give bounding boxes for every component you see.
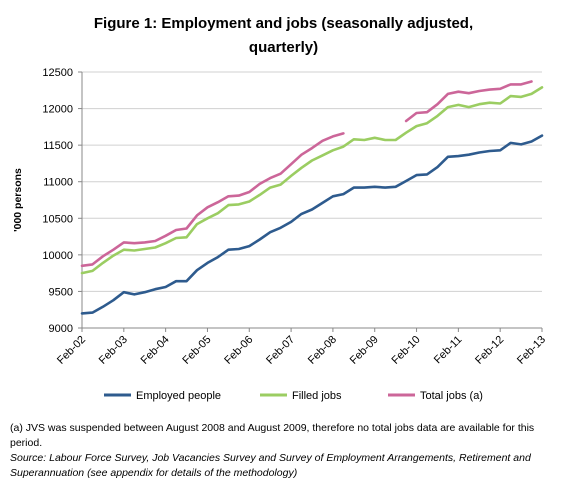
x-tick-label: Feb-11 [432,334,465,367]
x-tick-label: Feb-06 [222,334,255,367]
chart-title-line-1: Figure 1: Employment and jobs (seasonall… [93,15,474,32]
y-tick-label: 9500 [49,286,73,298]
x-tick-label: Feb-12 [473,334,506,367]
x-tick-label: Feb-04 [139,334,172,367]
x-tick-label: Feb-02 [55,334,88,367]
y-tick-label: 12000 [42,104,73,116]
chart-title-line-2: quarterly) [248,39,319,56]
y-tick-label: 11000 [43,177,73,189]
x-tick-label: Feb-13 [515,334,548,367]
chart-notes: (a) JVS was suspended between August 200… [10,421,555,481]
x-tick-label: Feb-07 [264,334,297,367]
legend-label: Total jobs (a) [420,390,483,402]
x-tick-label: Feb-09 [348,334,381,367]
series-line-filled-jobs [80,86,544,275]
y-tick-label: 9000 [49,323,73,335]
chart-title: Figure 1: Employment and jobs (seasonall… [0,12,567,60]
series-line-employed-people [80,134,544,315]
y-tick-label: 11500 [43,140,73,152]
x-tick-label: Feb-05 [180,334,213,367]
x-tick-label: Feb-08 [306,334,339,367]
y-tick-label: 10500 [42,213,73,225]
x-tick-label: Feb-10 [390,334,423,367]
x-tick-label: Feb-03 [97,334,130,367]
series-line-total-jobs-a [80,80,533,268]
legend-label: Filled jobs [292,390,342,402]
source-note: Source: Labour Force Survey, Job Vacanci… [10,452,531,479]
y-tick-label: 12500 [42,67,73,79]
y-tick-label: 10000 [42,250,73,262]
line-chart: 9000 9500 10000 10500 11000 11500 12000 12500 F… [12,67,548,402]
y-axis-label: '000 persons [12,168,24,232]
legend-label: Employed people [136,390,221,402]
footnote: (a) JVS was suspended between August 200… [10,422,535,449]
